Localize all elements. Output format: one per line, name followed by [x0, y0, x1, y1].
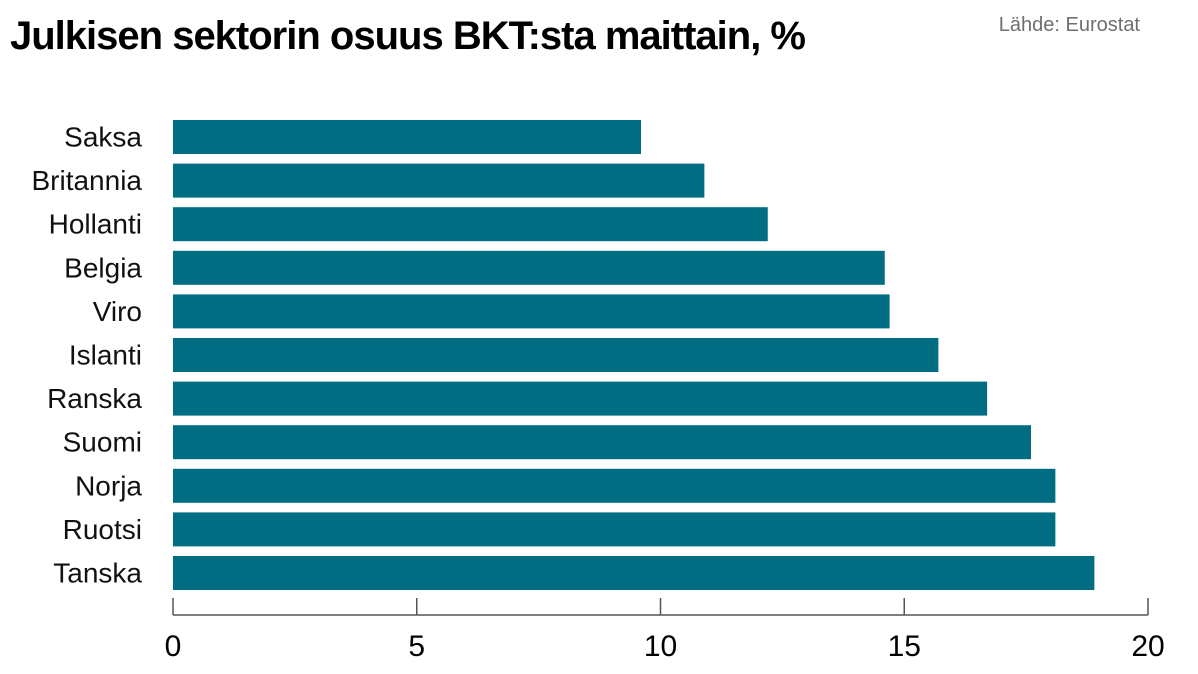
bar-norja — [173, 468, 1056, 503]
x-tick-label-0: 0 — [165, 630, 182, 663]
category-label-norja: Norja — [75, 470, 142, 501]
bar-tanska — [173, 556, 1095, 590]
category-label-ruotsi: Ruotsi — [63, 514, 142, 545]
category-label-islanti: Islanti — [69, 340, 142, 371]
source-note: Lähde: Eurostat — [998, 14, 1140, 36]
bar-ruotsi — [173, 512, 1056, 547]
chart-title: Julkisen sektorin osuus BKT:sta maittain… — [10, 14, 806, 58]
category-labels: Saksa Britannia Hollanti Belgia Viro Islanti R… — [31, 122, 142, 589]
category-label-viro: Viro — [93, 296, 142, 327]
category-label-belgia: Belgia — [64, 252, 142, 283]
category-label-britannia: Britannia — [31, 165, 142, 196]
bar-islanti — [173, 338, 939, 372]
category-label-tanska: Tanska — [53, 558, 142, 589]
category-label-saksa: Saksa — [64, 122, 142, 153]
category-label-ranska: Ranska — [47, 383, 142, 414]
bar-suomi — [173, 425, 1031, 460]
x-tick-label-10: 10 — [644, 630, 677, 663]
category-label-suomi: Suomi — [63, 427, 142, 458]
x-tick-label-20: 20 — [1131, 630, 1164, 663]
bar-viro — [173, 294, 890, 329]
category-label-hollanti: Hollanti — [49, 209, 142, 240]
bar-ranska — [173, 381, 988, 416]
x-tick-label-5: 5 — [408, 630, 425, 663]
bar-britannia — [173, 163, 705, 198]
bar-saksa — [173, 120, 641, 154]
x-tick-label-15: 15 — [888, 630, 921, 663]
bar-hollanti — [173, 207, 768, 242]
bars-group — [173, 120, 1095, 590]
bar-belgia — [173, 250, 885, 285]
x-axis: 0 5 10 15 20 — [165, 598, 1165, 663]
